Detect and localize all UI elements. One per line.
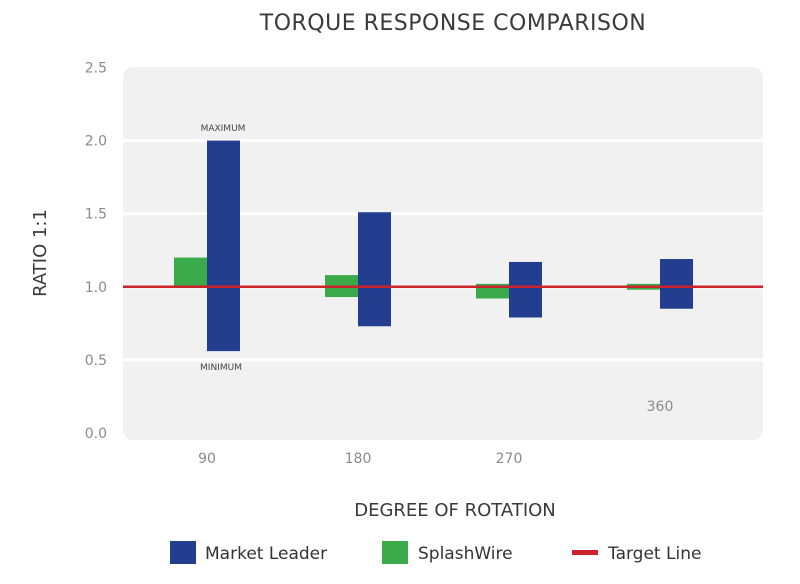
- x-tick-label: 270: [496, 451, 523, 467]
- y-tick-label: 1.0: [85, 280, 107, 296]
- x-tick-label: 90: [198, 451, 216, 467]
- market-leader-bar-90: [207, 140, 240, 352]
- chart-title: TORQUE RESPONSE COMPARISON: [259, 11, 646, 36]
- y-axis-label: RATIO 1:1: [30, 209, 51, 297]
- legend-swatch-target-line: [572, 550, 598, 555]
- legend: Market Leader SplashWire Target Line: [170, 541, 701, 564]
- plot-area: [123, 67, 763, 440]
- y-tick-label: 2.0: [85, 134, 107, 150]
- y-tick-label: 0.0: [85, 426, 107, 442]
- x-tick-label: 180: [345, 451, 372, 467]
- market-leader-bar-270: [509, 261, 542, 318]
- splashwire-bar-90: [174, 257, 207, 287]
- legend-swatch-splashwire: [382, 541, 408, 564]
- y-tick-label: 0.5: [85, 353, 107, 369]
- y-tick-label: 2.5: [85, 61, 107, 77]
- x-axis-label: DEGREE OF ROTATION: [354, 500, 556, 521]
- minimum-annotation: MINIMUM: [200, 363, 242, 373]
- legend-label-splashwire: SplashWire: [418, 544, 513, 564]
- y-tick-label: 1.5: [85, 207, 107, 223]
- legend-swatch-market-leader: [170, 541, 196, 564]
- market-leader-bar-180: [358, 212, 391, 327]
- x-tick-label: 360: [647, 399, 674, 415]
- market-leader-bar-360: [660, 259, 693, 309]
- legend-label-market-leader: Market Leader: [205, 544, 327, 564]
- legend-label-target-line: Target Line: [607, 544, 701, 564]
- maximum-annotation: MAXIMUM: [201, 124, 246, 134]
